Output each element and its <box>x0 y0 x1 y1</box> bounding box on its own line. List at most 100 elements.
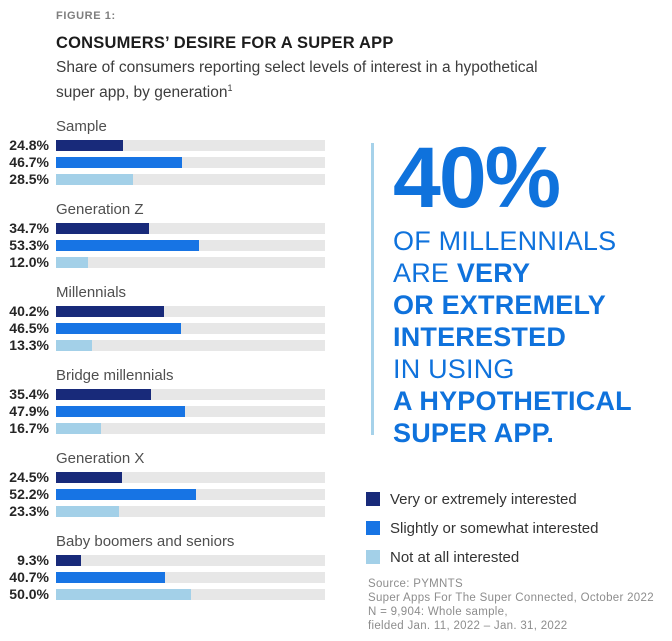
bar-very-interested <box>56 472 122 483</box>
bar-somewhat-interested <box>56 157 182 168</box>
bar-row: 46.5% <box>0 320 325 336</box>
value-label: 12.0% <box>9 254 49 270</box>
subtitle-line-1: Share of consumers reporting select leve… <box>56 59 538 76</box>
bar-somewhat-interested <box>56 323 182 334</box>
bar-row: 12.0% <box>0 254 325 270</box>
group-label: Generation Z <box>56 201 144 218</box>
value-label: 46.5% <box>9 320 49 336</box>
value-label: 50.0% <box>9 586 49 602</box>
bar-track <box>56 555 325 566</box>
group-label: Bridge millennials <box>56 367 174 384</box>
value-label: 47.9% <box>9 403 49 419</box>
callout-line-emphasis: INTERESTED <box>393 322 567 352</box>
bar-row: 28.5% <box>0 171 325 187</box>
legend-item-very-interested: Very or extremely interested <box>366 490 598 508</box>
bar-row: 52.2% <box>0 486 325 502</box>
bar-group-generation-z: Generation Z 34.7% 53.3% 12.0% <box>0 200 325 270</box>
bar-not-interested <box>56 423 101 434</box>
bar-not-interested <box>56 589 191 600</box>
bar-group-baby-boomers: Baby boomers and seniors 9.3% 40.7% 50.0… <box>0 532 325 602</box>
legend-item-not-interested: Not at all interested <box>366 548 598 566</box>
bar-row: 9.3% <box>0 552 325 568</box>
legend-label: Not at all interested <box>390 548 520 566</box>
bar-not-interested <box>56 257 89 268</box>
bar-not-interested <box>56 340 92 351</box>
bar-very-interested <box>56 555 82 566</box>
stat-value: 40% <box>393 130 561 226</box>
stat-callout: 40% OF MILLENNIALS ARE VERY OR EXTREMELY IN… <box>393 135 632 449</box>
group-label: Generation X <box>56 450 145 467</box>
bar-track <box>56 472 325 483</box>
bar-somewhat-interested <box>56 406 185 417</box>
source-line: fielded Jan. 11, 2022 – Jan. 31, 2022 <box>368 620 568 632</box>
callout-line-emphasis: VERY <box>456 258 531 288</box>
bar-track <box>56 174 325 185</box>
figure-title: CONSUMERS’ DESIRE FOR A SUPER APP <box>56 34 394 52</box>
bar-row: 34.7% <box>0 221 325 235</box>
bar-track <box>56 389 325 400</box>
chart-legend: Very or extremely interested Slightly or… <box>366 490 598 577</box>
bar-track <box>56 406 325 417</box>
bar-very-interested <box>56 306 165 317</box>
bar-not-interested <box>56 506 119 517</box>
value-label: 13.3% <box>9 337 49 353</box>
legend-label: Very or extremely interested <box>390 490 577 508</box>
bar-track <box>56 223 325 234</box>
bar-track <box>56 140 325 151</box>
bar-row: 16.7% <box>0 420 325 436</box>
bar-track <box>56 572 325 583</box>
value-label: 28.5% <box>9 171 49 187</box>
bar-track <box>56 340 325 351</box>
source-note: Source: PYMNTS Super Apps For The Super … <box>368 577 654 633</box>
callout-line: OF MILLENNIALS <box>393 226 617 256</box>
bar-track <box>56 323 325 334</box>
bar-row: 13.3% <box>0 337 325 353</box>
subtitle-line-2: super app, by generation <box>56 84 228 102</box>
bar-row: 53.3% <box>0 238 325 252</box>
bar-track <box>56 306 325 317</box>
figure-header: FIGURE 1: CONSUMERS’ DESIRE FOR A SUPER … <box>56 10 616 103</box>
value-label: 40.2% <box>9 303 49 319</box>
value-label: 9.3% <box>17 552 49 568</box>
footnote-marker: 1 <box>227 83 233 93</box>
source-line: N = 9,904: Whole sample, <box>368 606 508 618</box>
value-label: 24.5% <box>9 469 49 485</box>
bar-somewhat-interested <box>56 489 197 500</box>
bar-row: 50.0% <box>0 586 325 602</box>
value-label: 46.7% <box>9 154 49 170</box>
bar-row: 23.3% <box>0 503 325 519</box>
bar-not-interested <box>56 174 133 185</box>
bar-somewhat-interested <box>56 572 166 583</box>
callout-line: IN USING <box>393 354 515 384</box>
group-label: Baby boomers and seniors <box>56 533 235 550</box>
figure-subtitle: Share of consumers reporting select leve… <box>56 58 616 103</box>
bar-track <box>56 240 325 251</box>
legend-item-somewhat-interested: Slightly or somewhat interested <box>366 519 598 537</box>
source-line: Source: PYMNTS <box>368 578 463 590</box>
bar-row: 40.2% <box>0 303 325 319</box>
value-label: 16.7% <box>9 420 49 436</box>
group-label: Millennials <box>56 284 127 301</box>
value-label: 23.3% <box>9 503 49 519</box>
callout-line-emphasis: SUPER APP. <box>393 418 555 448</box>
bar-very-interested <box>56 140 123 151</box>
stat-description: OF MILLENNIALS ARE VERY OR EXTREMELY INTERE… <box>393 225 632 449</box>
callout-line-emphasis: OR EXTREMELY <box>393 290 606 320</box>
bar-track <box>56 589 325 600</box>
figure-label: FIGURE 1: <box>56 10 116 22</box>
bar-group-sample: Sample 24.8% 46.7% 28.5% <box>0 117 325 187</box>
bar-row: 46.7% <box>0 154 325 170</box>
bar-row: 47.9% <box>0 403 325 419</box>
accent-line <box>371 143 374 435</box>
bar-row: 24.5% <box>0 469 325 485</box>
value-label: 24.8% <box>9 137 49 153</box>
bar-track <box>56 489 325 500</box>
bar-row: 35.4% <box>0 387 325 401</box>
bar-very-interested <box>56 223 150 234</box>
value-label: 52.2% <box>9 486 49 502</box>
callout-line: ARE <box>393 258 457 288</box>
bar-group-bridge-millennials: Bridge millennials 35.4% 47.9% 16.7% <box>0 366 325 436</box>
bar-track <box>56 257 325 268</box>
group-label: Sample <box>56 118 107 135</box>
